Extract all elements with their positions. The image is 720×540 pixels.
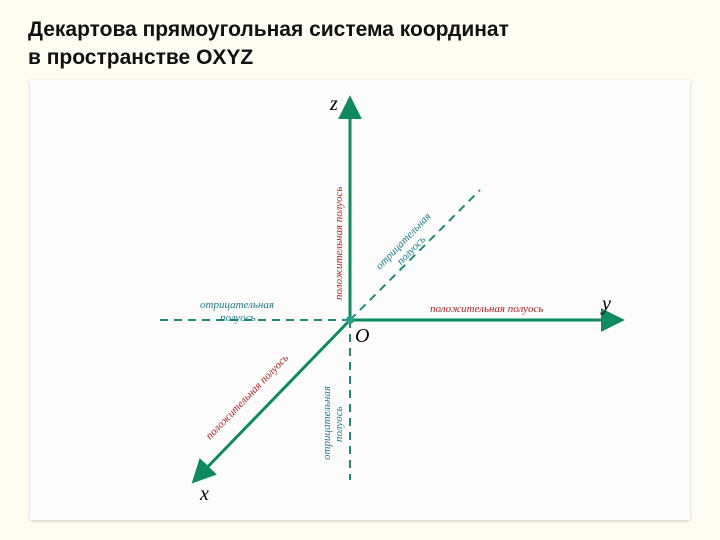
- x-axis-label: x: [199, 483, 209, 505]
- z-positive-label: положительная полуось: [333, 187, 345, 300]
- title-line-1: Декартова прямоугольная система координа…: [28, 18, 509, 41]
- y-negative-label-l2: полуось: [220, 312, 256, 324]
- y-negative-label-l1: отрицательная: [200, 299, 274, 311]
- coordinate-diagram: z y x O положительная полуось положитель…: [30, 80, 690, 520]
- x-positive-label: положительная полуось: [204, 352, 291, 442]
- z-negative-label-l2: полуось: [333, 406, 345, 442]
- y-positive-label: положительная полуось: [430, 303, 543, 315]
- z-axis-label: z: [329, 93, 338, 115]
- y-axis-label: y: [600, 293, 611, 315]
- origin-dot: [346, 316, 354, 324]
- title-line-2: в пространстве OXYZ: [28, 46, 253, 69]
- page-title: Декартова прямоугольная система координа…: [28, 16, 509, 73]
- z-negative-label-l1: отрицательная: [321, 386, 333, 460]
- diagram-svg: z y x O положительная полуось положитель…: [30, 80, 690, 520]
- origin-label: O: [355, 325, 369, 347]
